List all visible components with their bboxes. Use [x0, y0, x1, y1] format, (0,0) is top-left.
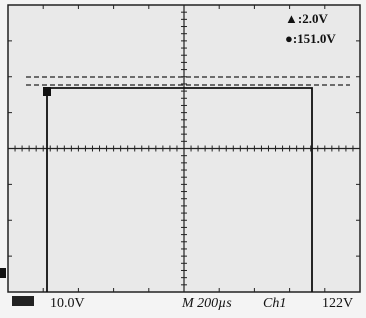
- cursor-a-readout: ▲:2.0V: [285, 11, 328, 26]
- trigger-level: 122V: [322, 296, 353, 311]
- trigger-marker: [43, 87, 51, 96]
- ch1-scale: 10.0V: [50, 296, 85, 311]
- channel-badge: [12, 296, 34, 306]
- ground-marker: [0, 268, 6, 278]
- cursor-b-readout: ●:151.0V: [285, 31, 336, 46]
- trigger-source: Ch1: [263, 296, 286, 311]
- oscilloscope-screenshot: ▲:2.0V ●:151.0V 10.0V M 200µs Ch1 122V: [0, 0, 366, 318]
- timebase: M 200µs: [181, 296, 232, 311]
